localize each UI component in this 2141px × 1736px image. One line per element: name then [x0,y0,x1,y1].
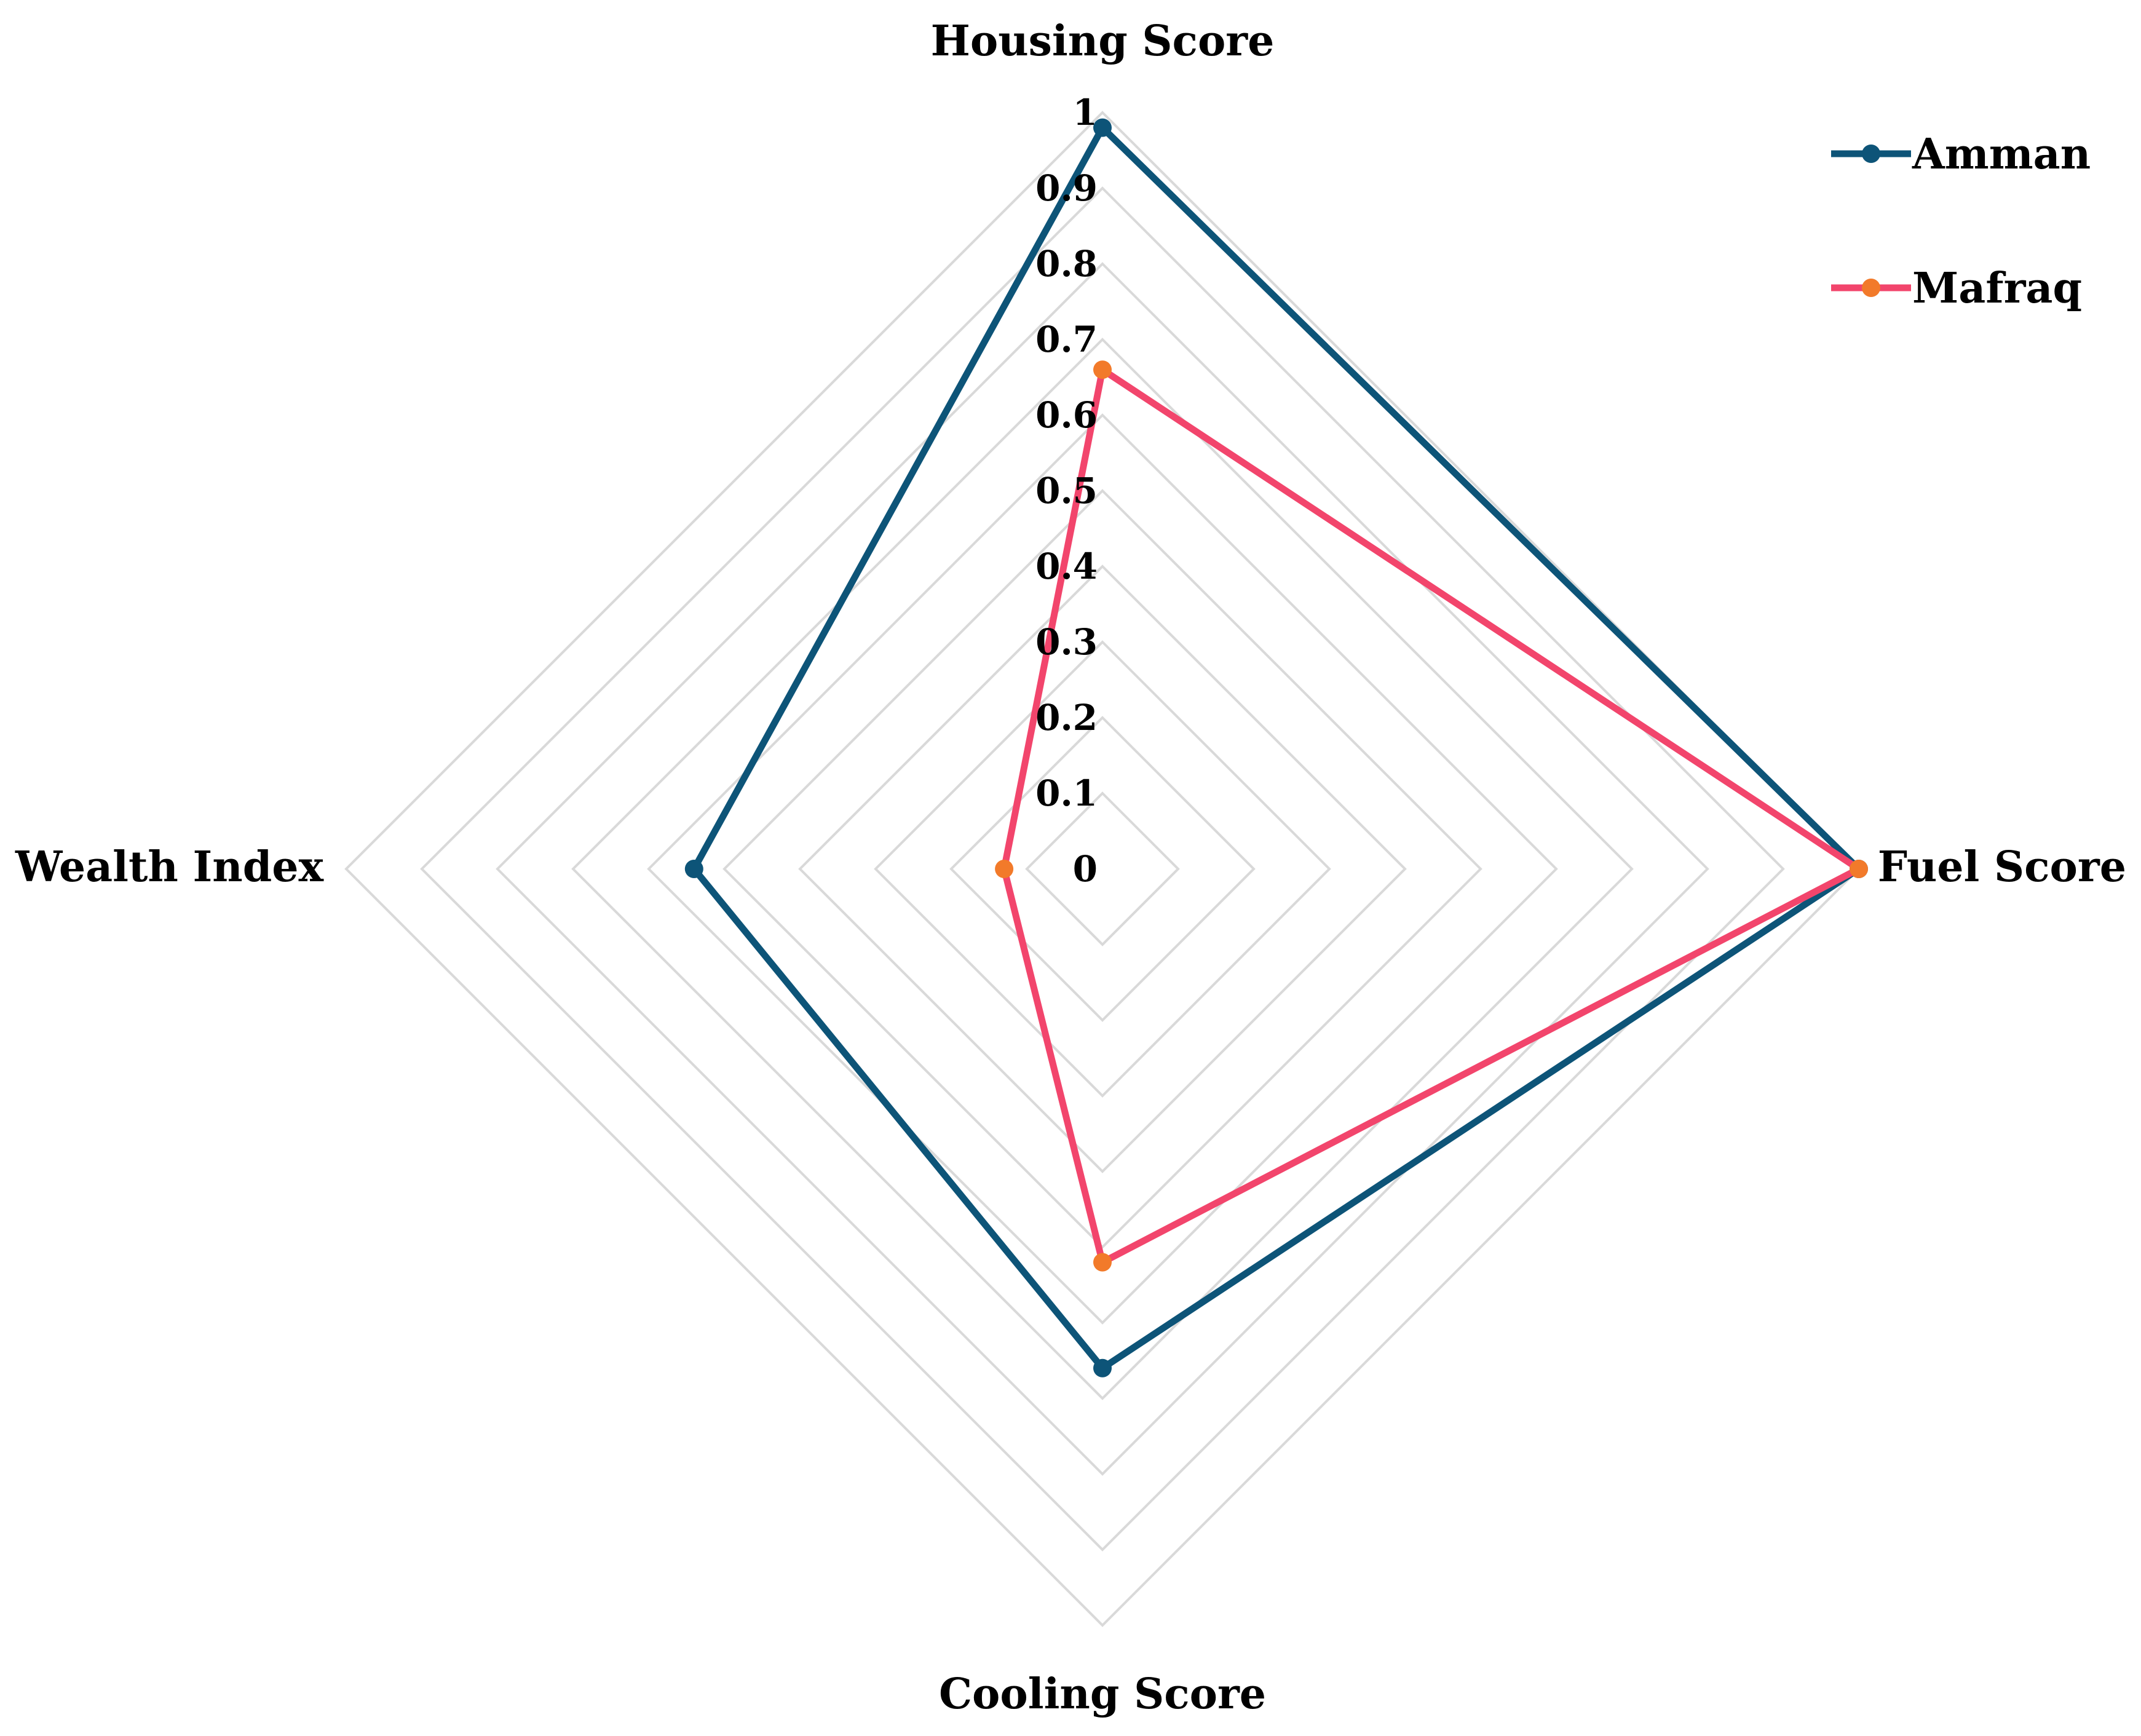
legend: Amman Mafraq [1831,130,2091,313]
grid-ring [949,716,1256,1022]
tick-label: 0.8 [1035,243,1098,285]
tick-label: 0.7 [1035,319,1098,360]
tick-label: 0.5 [1035,470,1098,512]
axis-labels: Housing Score Fuel Score Cooling Score Weal… [15,17,2126,1719]
tick-label: 0.6 [1035,394,1098,436]
legend-label: Mafraq [1912,264,2082,313]
axis-label-wealth-index: Wealth Index [15,842,324,892]
legend-marker [1862,145,1880,163]
legend-label: Amman [1912,130,2091,179]
axis-label-fuel-score: Fuel Score [1878,842,2126,892]
tick-label: 0.3 [1035,621,1098,663]
series-amman [684,118,1868,1377]
grid-ring [420,186,1785,1552]
axis-label-cooling-score: Cooling Score [939,1670,1266,1719]
grid-ring [1025,791,1180,946]
grid-ring [647,413,1558,1325]
grid-ring [344,111,1861,1627]
series-layer [684,118,1868,1377]
data-point [1093,1358,1112,1377]
data-point [1093,118,1112,137]
data-point [995,860,1014,878]
series-line [690,122,1864,1373]
radial-tick-labels: 0 0.1 0.2 0.3 0.4 0.5 0.6 0.7 0.8 0.9 1 [1035,92,1098,890]
tick-label: 0 [1073,848,1098,890]
series-mafraq [995,360,1868,1272]
tick-label: 0.4 [1035,545,1098,587]
data-point [1850,860,1868,878]
tick-label: 0.9 [1035,167,1098,209]
tick-label: 1 [1073,92,1098,133]
radar-grid [344,111,1861,1627]
tick-label: 0.2 [1035,697,1098,739]
legend-marker [1862,279,1880,297]
data-point [1093,1253,1112,1272]
legend-item-mafraq: Mafraq [1831,264,2082,313]
data-point [1093,360,1112,379]
grid-ring [496,262,1709,1476]
grid-ring [722,489,1482,1249]
data-point [684,860,703,878]
grid-ring [798,565,1407,1173]
grid-ring [874,640,1331,1098]
tick-label: 0.1 [1035,772,1098,814]
grid-ring [571,338,1634,1400]
axis-label-housing-score: Housing Score [931,17,1275,66]
legend-item-amman: Amman [1831,130,2091,179]
